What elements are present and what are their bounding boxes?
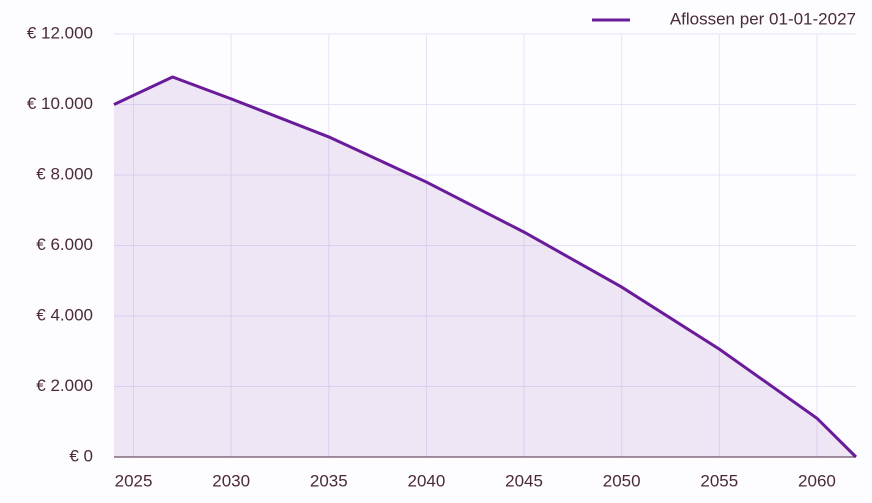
y-tick-label: € 8.000: [36, 164, 93, 183]
x-tick-label: 2050: [603, 471, 641, 490]
x-tick-label: 2025: [115, 471, 153, 490]
x-tick-label: 2030: [212, 471, 250, 490]
y-tick-label: € 0: [69, 446, 93, 465]
y-tick-label: € 10.000: [27, 94, 93, 113]
y-tick-label: € 12.000: [27, 23, 93, 42]
y-tick-label: € 2.000: [36, 376, 93, 395]
legend-label: Aflossen per 01-01-2027: [670, 9, 856, 28]
x-tick-label: 2035: [310, 471, 348, 490]
y-tick-label: € 4.000: [36, 305, 93, 324]
x-tick-label: 2040: [408, 471, 446, 490]
y-tick-label: € 6.000: [36, 235, 93, 254]
x-tick-label: 2055: [700, 471, 738, 490]
area-fill: [114, 77, 856, 457]
area-line: [113, 75, 858, 459]
x-tick-label: 2060: [798, 471, 836, 490]
x-tick-label: 2045: [505, 471, 543, 490]
